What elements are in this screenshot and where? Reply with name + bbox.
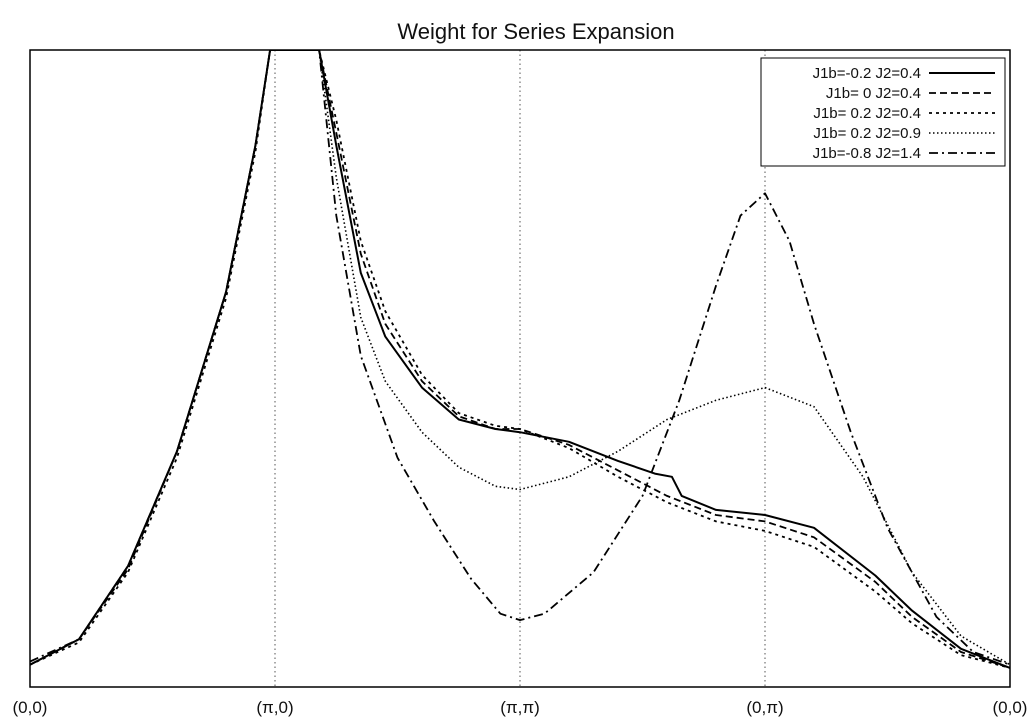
legend-label-4: J1b= 0.2 J2=0.9 (813, 125, 921, 142)
series-line-2 (30, 50, 1010, 669)
series-line-5 (30, 50, 1010, 666)
legend: J1b=-0.2 J2=0.4 J1b= 0 J2=0.4 J1b= 0.2 J2=… (760, 57, 1006, 167)
x-axis-ticks: (0,0) (π,0) (π,π) (0,π) (0,0) (13, 698, 1028, 717)
legend-label-3: J1b= 0.2 J2=0.4 (813, 105, 921, 122)
x-tick-label-3: (0,π) (746, 698, 783, 717)
legend-label-1: J1b=-0.2 J2=0.4 (813, 65, 921, 82)
series-group (30, 50, 1010, 669)
x-tick-label-1: (π,0) (256, 698, 293, 717)
legend-label-5: J1b=-0.8 J2=1.4 (813, 145, 921, 162)
legend-label-2: J1b= 0 J2=0.4 (826, 85, 921, 102)
grid (274, 50, 766, 687)
x-tick-label-2: (π,π) (500, 698, 540, 717)
plot-frame (29, 49, 1011, 688)
x-tick-label-0: (0,0) (13, 698, 48, 717)
series-line-4 (30, 50, 1010, 666)
x-tick-label-4: (0,0) (993, 698, 1028, 717)
series-line-3 (30, 50, 1010, 669)
legend-box (760, 57, 1006, 167)
chart-title: Weight for Series Expansion (397, 19, 674, 44)
